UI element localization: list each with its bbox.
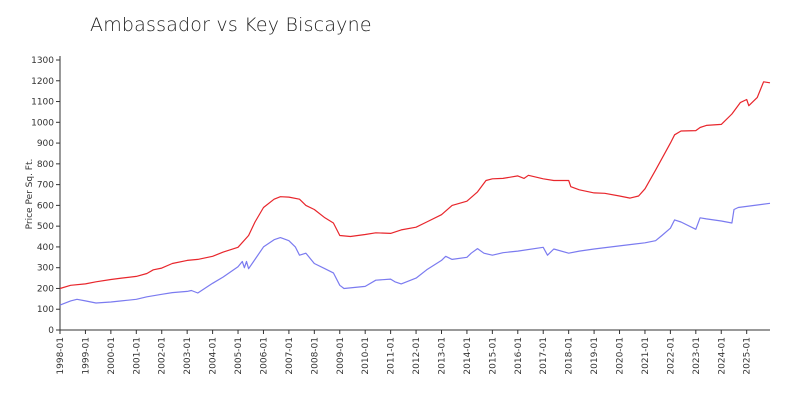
y-tick-label: 700: [37, 181, 54, 191]
x-tick-label: 1998-01: [56, 337, 66, 375]
y-tick-label: 500: [37, 222, 54, 232]
y-tick-label: 900: [37, 139, 54, 149]
x-tick-label: 2012-01: [412, 337, 422, 375]
x-tick-label: 2018-01: [565, 337, 575, 375]
x-tick-label: 2024-01: [717, 337, 727, 375]
x-tick-label: 2014-01: [463, 337, 473, 375]
y-tick-label: 600: [37, 201, 54, 211]
y-tick-label: 800: [37, 160, 54, 170]
x-tick-label: 2005-01: [234, 337, 244, 375]
y-tick-label: 1300: [31, 56, 54, 66]
y-tick-label: 1000: [31, 118, 54, 128]
x-tick-label: 2003-01: [183, 337, 193, 375]
y-axis-title: Price Per Sq. Ft.: [25, 159, 35, 230]
x-tick-label: 2016-01: [514, 337, 524, 375]
y-tick-label: 200: [37, 284, 54, 294]
x-tick-label: 2002-01: [158, 337, 168, 375]
x-tick-label: 2017-01: [539, 337, 549, 375]
x-tick-label: 2015-01: [488, 337, 498, 375]
y-tick-label: 1100: [31, 98, 54, 108]
x-tick-label: 2000-01: [107, 337, 117, 375]
x-tick-label: 2021-01: [641, 337, 651, 375]
chart-title: Ambassador vs Key Biscayne: [90, 14, 372, 36]
series-layer: [59, 81, 771, 306]
x-tick-label: 2001-01: [132, 337, 142, 375]
x-tick-label: 2019-01: [590, 337, 600, 375]
x-tick-label: 2004-01: [209, 337, 219, 375]
y-tick-label: 100: [37, 305, 54, 315]
axes: 0 100 200 300 400 500 600 700 800 900 1000 1100 1200…: [31, 56, 770, 375]
x-tick-label: 2007-01: [285, 337, 295, 375]
y-tick-label: 0: [48, 326, 54, 336]
y-tick-label: 400: [37, 243, 54, 253]
series-line-1: [59, 81, 771, 290]
x-tick-label: 2023-01: [692, 337, 702, 375]
x-tick-label: 2022-01: [666, 337, 676, 375]
x-tick-label: 2013-01: [437, 337, 447, 375]
x-tick-label: 2025-01: [743, 337, 753, 375]
x-tick-label: 2010-01: [361, 337, 371, 375]
x-tick-label: 2006-01: [259, 337, 269, 375]
y-tick-label: 1200: [31, 77, 54, 87]
x-tick-label: 2011-01: [387, 337, 397, 375]
x-tick-label: 2009-01: [336, 337, 346, 375]
y-tick-label: 300: [37, 264, 54, 274]
x-tick-label: 2020-01: [616, 337, 626, 375]
series-line-2: [59, 202, 771, 306]
x-tick-label: 1999-01: [81, 337, 91, 375]
x-tick-label: 2008-01: [310, 337, 320, 375]
